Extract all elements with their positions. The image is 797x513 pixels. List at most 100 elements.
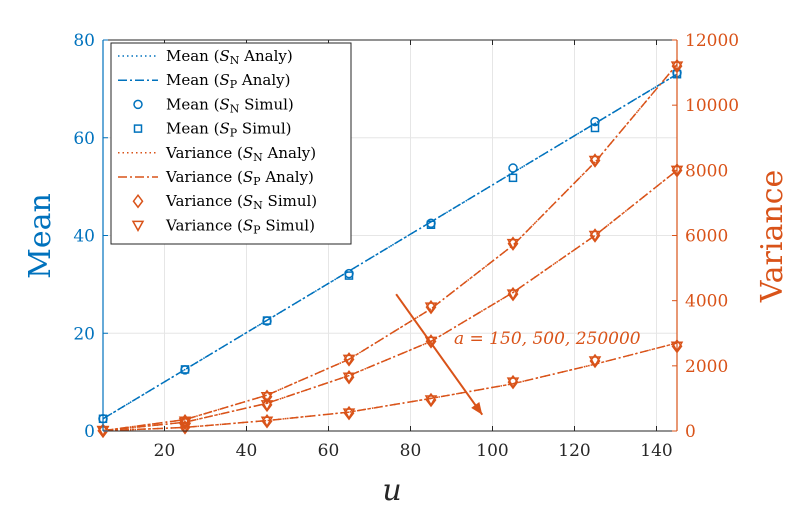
variance-analy-p-line-1 xyxy=(102,169,678,432)
legend-label-symbol: S xyxy=(219,47,229,65)
legend-label: Variance (SP Simul) xyxy=(165,216,315,236)
y-right-tick-label: 2000 xyxy=(685,357,728,377)
variance-simul-p-marker-0 xyxy=(260,392,274,404)
mean-simul-p-marker xyxy=(508,173,518,183)
legend-label-subscript: P xyxy=(230,127,238,140)
legend-label-symbol: S xyxy=(243,216,253,234)
variance-simul-p-marker-0 xyxy=(424,302,438,314)
y-right-tick-label: 10000 xyxy=(685,96,739,116)
variance-analy-n-line-2 xyxy=(102,342,678,432)
mean-simul-p-marker xyxy=(590,123,600,133)
legend-label: Mean (SP Simul) xyxy=(166,120,292,140)
variance-simul-p-marker-2 xyxy=(424,395,438,407)
legend-label-main: Mean ( xyxy=(166,120,219,138)
y-left-tick-label: 60 xyxy=(73,129,95,149)
legend-label: Mean (SP Analy) xyxy=(166,71,290,91)
variance-simul-p-marker-2 xyxy=(588,356,602,368)
x-tick-label: 80 xyxy=(400,441,422,461)
legend-label-symbol: S xyxy=(243,192,253,210)
legend-label-subscript: P xyxy=(230,78,238,91)
y-left-tick-label: 40 xyxy=(73,227,95,247)
legend-label-subscript: N xyxy=(230,54,240,67)
y-right-tick-label: 12000 xyxy=(685,31,739,51)
x-tick-label: 120 xyxy=(558,441,590,461)
y-right-tick-label: 6000 xyxy=(685,227,728,247)
legend-label-symbol: S xyxy=(219,95,229,113)
y-left-tick-label: 0 xyxy=(84,422,95,442)
variance-simul-p-marker-1 xyxy=(424,336,438,348)
legend-swatch-circle xyxy=(133,99,143,110)
mean-simul-p-marker xyxy=(180,365,190,374)
variance-simul-p-marker-1 xyxy=(588,230,602,243)
legend-label-rest: Analy) xyxy=(239,47,292,65)
legend-label-symbol: S xyxy=(243,144,253,162)
mean-simul-p-marker xyxy=(262,316,272,325)
legend-label-main: Variance ( xyxy=(165,144,243,162)
legend-label-subscript: N xyxy=(253,151,263,164)
legend-label-main: Mean ( xyxy=(166,47,219,65)
y-left-tick-label: 20 xyxy=(73,324,95,344)
legend-label-symbol: S xyxy=(243,168,253,186)
x-tick-label: 60 xyxy=(318,441,340,461)
legend-label: Variance (SN Simul) xyxy=(165,192,317,212)
legend-label-subscript: P xyxy=(253,223,261,236)
series xyxy=(96,58,684,439)
variance-simul-p-marker-0 xyxy=(588,155,602,168)
legend-swatch-square xyxy=(133,124,143,133)
legend-swatch-diamond xyxy=(132,193,144,209)
y-axis-label-left: Mean xyxy=(23,193,58,279)
legend-label: Mean (SN Analy) xyxy=(166,47,293,67)
legend-box xyxy=(110,42,352,245)
x-tick-label: 40 xyxy=(236,441,258,461)
legend-label-rest: Simul) xyxy=(261,216,315,234)
legend-label: Variance (SN Analy) xyxy=(165,144,316,164)
legend-label: Variance (SP Analy) xyxy=(165,168,314,188)
variance-analy-p-line-0 xyxy=(102,63,678,432)
legend-label-rest: Analy) xyxy=(237,71,290,89)
variance-simul-p-marker-0 xyxy=(342,354,356,366)
legend-label-rest: Analy) xyxy=(261,168,314,186)
legend-label-rest: Simul) xyxy=(239,95,293,113)
x-tick-label: 100 xyxy=(476,441,508,461)
legend-label-subscript: N xyxy=(230,102,240,115)
legend-label-main: Mean ( xyxy=(166,95,219,113)
legend-label-subscript: P xyxy=(253,175,261,188)
legend-label-main: Variance ( xyxy=(165,192,243,210)
legend-label-rest: Simul) xyxy=(263,192,317,210)
y-axis-label-right: Variance xyxy=(755,170,790,304)
y-right-tick-label: 8000 xyxy=(685,161,728,181)
variance-simul-p-marker-2 xyxy=(260,416,274,428)
mean-analy-p-line xyxy=(102,73,678,420)
legend-label-main: Variance ( xyxy=(165,168,243,186)
legend-label-rest: Simul) xyxy=(237,120,291,138)
legend-label-rest: Analy) xyxy=(263,144,316,162)
variance-simul-p-marker-1 xyxy=(260,400,274,412)
annotation-label: a = 150, 500, 250000 xyxy=(454,329,641,349)
legend-label: Mean (SN Simul) xyxy=(166,95,294,115)
y-right-tick-label: 0 xyxy=(685,422,696,442)
variance-simul-p-marker-2 xyxy=(342,408,356,420)
x-tick-label: 140 xyxy=(640,441,672,461)
legend: Mean (SN Analy)Mean (SP Analy)Mean (SN S… xyxy=(110,42,352,245)
mean-simul-n-marker xyxy=(508,163,518,173)
legend-swatch-triangle xyxy=(131,220,145,232)
legend-label-main: Variance ( xyxy=(165,216,243,234)
variance-simul-p-marker-1 xyxy=(342,372,356,384)
annotation-arrow-line xyxy=(395,293,484,416)
mean-simul-p-marker xyxy=(344,271,354,280)
legend-label-main: Mean ( xyxy=(166,71,219,89)
x-tick-label: 20 xyxy=(154,441,176,461)
variance-analy-p-line-2 xyxy=(102,342,678,432)
variance-simul-p-marker-2 xyxy=(506,377,520,389)
axes: 20 40 60 80 100 120 140 0 20 40 60 80 0 2000 4000 6000 8… xyxy=(73,31,739,461)
mean-simul-p-marker xyxy=(426,220,436,229)
legend-label-symbol: S xyxy=(219,71,229,89)
annotation: a = 150, 500, 250000 xyxy=(395,293,641,416)
variance-simul-p-marker-2 xyxy=(178,422,192,434)
variance-simul-p-marker-0 xyxy=(506,238,520,251)
y-left-tick-label: 80 xyxy=(73,31,95,51)
x-axis-label: u xyxy=(382,473,401,508)
legend-label-subscript: N xyxy=(253,199,263,212)
legend-label-symbol: S xyxy=(219,120,229,138)
